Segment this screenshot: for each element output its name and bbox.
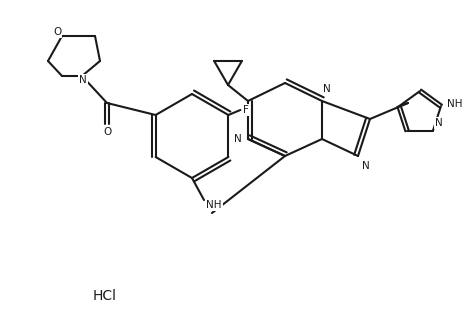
Text: HCl: HCl xyxy=(93,289,117,303)
Text: N: N xyxy=(362,161,370,171)
Text: F: F xyxy=(244,105,249,115)
Text: N: N xyxy=(435,118,443,128)
Text: O: O xyxy=(53,27,61,37)
Text: N: N xyxy=(323,84,331,94)
Text: N: N xyxy=(234,134,242,144)
Text: NH: NH xyxy=(206,200,222,210)
Text: N: N xyxy=(79,75,87,85)
Text: NH: NH xyxy=(447,99,463,109)
Text: O: O xyxy=(103,127,111,137)
